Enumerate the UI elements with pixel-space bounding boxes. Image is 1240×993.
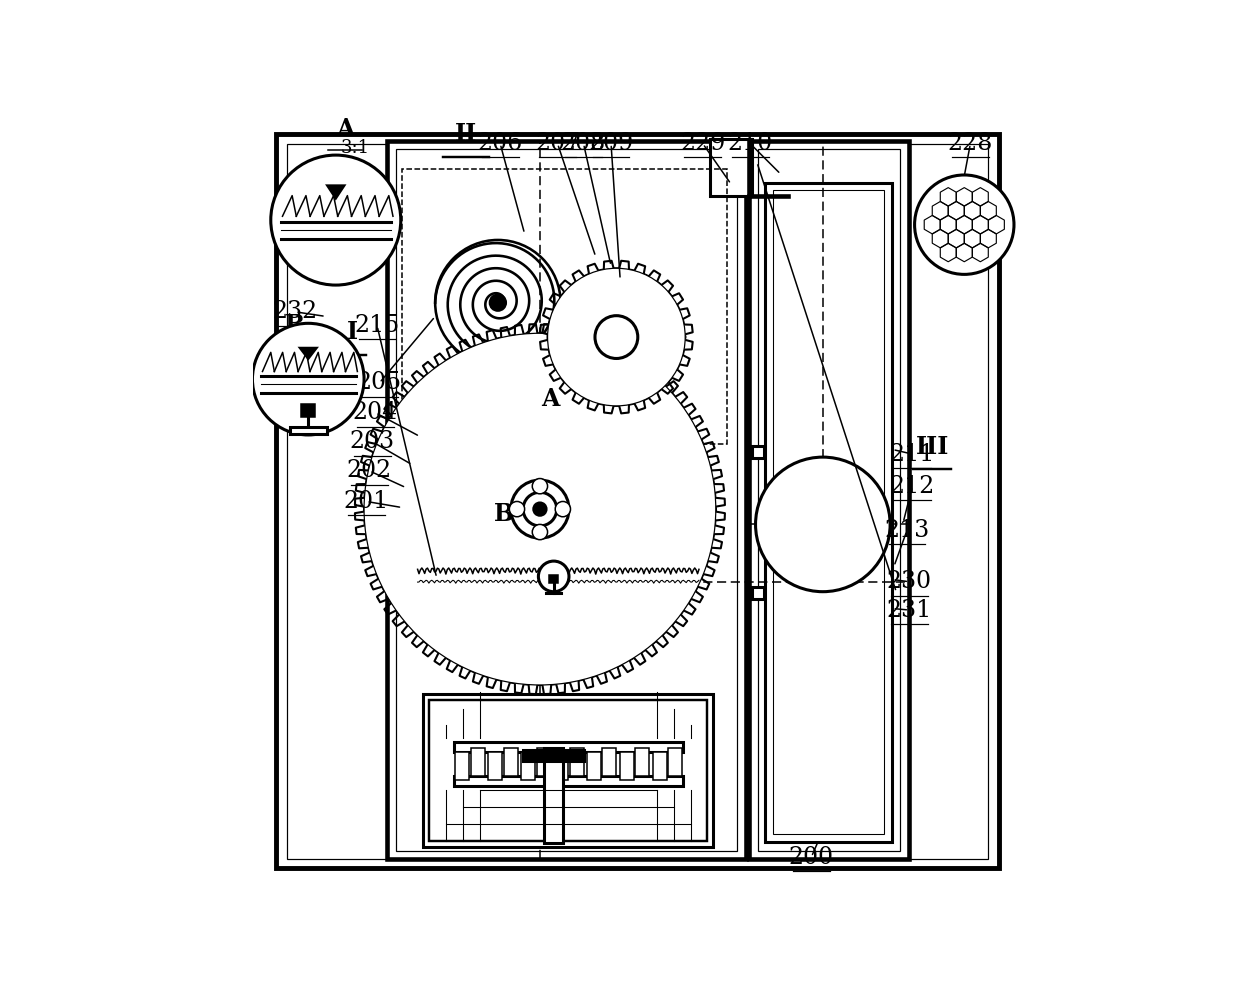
Text: 231: 231 (887, 599, 931, 622)
Bar (635, 749, 650, 776)
Bar (620, 753, 634, 780)
Text: 204: 204 (353, 401, 398, 424)
Circle shape (523, 493, 557, 526)
Circle shape (538, 561, 569, 592)
Bar (423, 694, 713, 847)
Bar (489, 753, 502, 780)
Bar (773, 191, 884, 834)
Text: 215: 215 (355, 314, 399, 337)
Text: 212: 212 (889, 475, 935, 497)
Bar (523, 750, 584, 762)
Circle shape (365, 334, 715, 685)
Text: II: II (455, 122, 477, 146)
Circle shape (490, 295, 506, 310)
Circle shape (548, 268, 686, 406)
Circle shape (915, 175, 1014, 274)
Text: 228: 228 (947, 132, 993, 155)
Text: 201: 201 (343, 490, 389, 513)
Bar (301, 403, 315, 417)
Polygon shape (325, 185, 346, 201)
Text: III: III (915, 435, 949, 459)
Circle shape (595, 316, 637, 358)
Bar (387, 141, 746, 859)
Circle shape (755, 457, 890, 592)
Bar (652, 753, 667, 780)
Bar (554, 753, 568, 780)
Circle shape (510, 501, 525, 516)
Circle shape (533, 503, 546, 515)
Text: 207: 207 (534, 132, 580, 155)
Circle shape (604, 344, 614, 353)
Bar (668, 749, 682, 776)
Circle shape (511, 480, 569, 538)
Circle shape (624, 329, 634, 338)
Bar (549, 575, 558, 583)
Circle shape (253, 324, 365, 435)
Text: 202: 202 (347, 460, 392, 483)
Bar (758, 149, 900, 851)
Bar (454, 743, 683, 753)
Text: 211: 211 (889, 443, 935, 466)
Text: 208: 208 (560, 132, 606, 155)
Bar (471, 749, 485, 776)
Bar (603, 749, 616, 776)
Text: 209: 209 (589, 132, 634, 155)
Bar (765, 183, 892, 842)
Text: 206: 206 (477, 132, 523, 155)
Text: B: B (494, 501, 513, 526)
Bar (569, 749, 584, 776)
Circle shape (556, 501, 570, 516)
Bar (587, 753, 601, 780)
Bar (537, 749, 551, 776)
Bar (454, 776, 683, 785)
Bar (429, 700, 707, 841)
Bar (521, 753, 534, 780)
Text: 213: 213 (884, 519, 930, 542)
Circle shape (532, 524, 548, 540)
Bar (544, 749, 563, 843)
Bar (290, 427, 326, 434)
Bar (402, 169, 727, 444)
Text: B: B (285, 313, 305, 337)
Circle shape (611, 333, 621, 342)
Text: 3:1: 3:1 (340, 139, 370, 157)
Circle shape (611, 319, 621, 329)
Text: 203: 203 (350, 430, 396, 454)
Polygon shape (298, 347, 319, 360)
Text: 232: 232 (273, 300, 317, 324)
Text: A: A (541, 387, 559, 411)
Text: 3:1: 3:1 (293, 336, 321, 354)
Text: 205: 205 (357, 371, 402, 394)
Text: 230: 230 (887, 570, 931, 593)
Bar (455, 753, 469, 780)
Text: A: A (336, 116, 355, 141)
Bar (396, 149, 738, 851)
Bar (711, 139, 753, 196)
Bar (751, 587, 764, 600)
Circle shape (620, 344, 629, 353)
Circle shape (532, 479, 548, 494)
Text: 200: 200 (789, 845, 835, 869)
Text: 210: 210 (728, 132, 773, 155)
Circle shape (270, 155, 401, 285)
Circle shape (599, 329, 609, 338)
Bar (749, 141, 909, 859)
Text: 229: 229 (680, 132, 725, 155)
Bar (503, 749, 517, 776)
Bar (751, 446, 764, 458)
Text: I: I (347, 320, 358, 344)
